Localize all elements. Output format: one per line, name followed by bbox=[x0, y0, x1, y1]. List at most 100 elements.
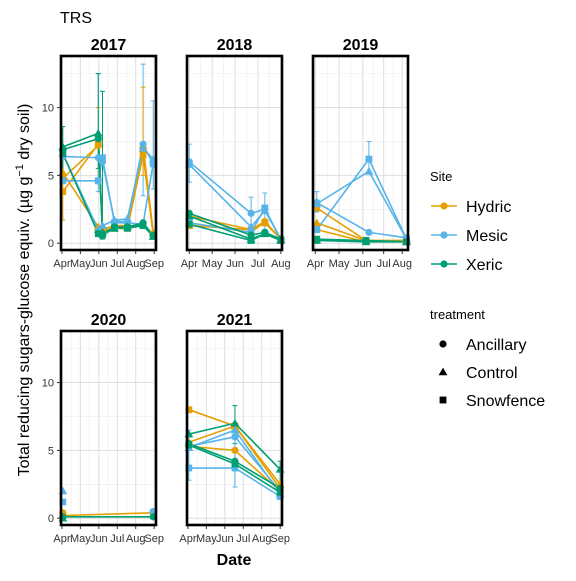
data-point-hydric-snowfence bbox=[94, 140, 102, 148]
data-point-hydric-snowfence bbox=[313, 204, 321, 212]
x-tick-label: May bbox=[70, 533, 91, 545]
x-tick-label: Aug bbox=[392, 258, 412, 270]
data-point-mesic-snowfence bbox=[231, 464, 239, 472]
y-tick-label: 0 bbox=[48, 238, 54, 250]
data-point-xeric-snowfence bbox=[313, 235, 321, 243]
series-line-xeric-ancillary bbox=[189, 212, 282, 240]
data-point-mesic-snowfence bbox=[261, 204, 269, 212]
x-tick-label: May bbox=[329, 258, 350, 270]
panel-title: 2017 bbox=[91, 37, 127, 54]
panel-title: 2019 bbox=[343, 37, 379, 54]
data-point-mesic-control bbox=[98, 221, 107, 229]
x-tick-label: Sep bbox=[270, 533, 290, 545]
panel-border bbox=[185, 54, 284, 252]
data-point-mesic-control bbox=[230, 425, 240, 434]
x-tick-label: Jul bbox=[251, 258, 265, 270]
x-tick-label: Apr bbox=[179, 533, 196, 545]
data-point-xeric-snowfence bbox=[124, 224, 131, 232]
y-axis-label-exponent: −1 bbox=[14, 164, 26, 177]
treatment-legend-key-snowfence bbox=[439, 396, 447, 404]
minor-grid bbox=[313, 56, 408, 250]
treatment-legend: treatment Ancillary Control Snowfence bbox=[430, 307, 545, 410]
data-point-mesic-control bbox=[246, 222, 256, 231]
data-point-mesic-control bbox=[138, 143, 148, 152]
y-axis-label-mu: µ bbox=[16, 199, 33, 208]
x-tick-label: Aug bbox=[271, 258, 291, 270]
x-tick-label: Jun bbox=[226, 258, 244, 270]
site-legend-title: Site bbox=[430, 169, 452, 184]
data-point-xeric-snowfence bbox=[247, 237, 255, 244]
panel-border bbox=[59, 54, 158, 252]
y-axis-label: Total reducing sugars-glucose equiv. (µg… bbox=[14, 104, 33, 477]
panel-title: 2020 bbox=[91, 312, 127, 329]
x-tick-label: Jul bbox=[377, 258, 391, 270]
x-tick-label: Aug bbox=[126, 533, 146, 545]
minor-grid bbox=[61, 331, 156, 525]
data-point-hydric-snowfence bbox=[261, 219, 269, 227]
y-tick-label: 0 bbox=[48, 513, 54, 525]
panel-2019: 2019 Apr May Jun Jul Aug bbox=[307, 37, 412, 270]
data-point-mesic-snowfence bbox=[149, 159, 157, 167]
data-point-hydric-ancillary bbox=[231, 446, 239, 454]
data-point-xeric-control bbox=[230, 418, 240, 427]
treatment-legend-label: Control bbox=[466, 365, 518, 382]
x-tick-label: Jul bbox=[110, 258, 124, 270]
y-tick-label: 5 bbox=[48, 445, 54, 457]
data-point-mesic-snowfence bbox=[59, 177, 67, 185]
series-line-hydric-snowfence bbox=[62, 511, 154, 517]
site-legend-key-xeric bbox=[431, 260, 457, 268]
x-tick-label: Apr bbox=[53, 258, 70, 270]
panel-title: 2018 bbox=[217, 37, 253, 54]
panel-2018: 2018 Apr May Jun Jul Aug bbox=[181, 37, 291, 270]
data-point-hydric-snowfence bbox=[139, 151, 147, 159]
x-tick-label: Jul bbox=[236, 533, 250, 545]
data-point-xeric-snowfence bbox=[185, 220, 193, 228]
data-point-mesic-snowfence bbox=[185, 464, 193, 472]
data-point-mesic-ancillary bbox=[365, 228, 373, 236]
data-point-mesic-control bbox=[312, 199, 322, 208]
data-point-xeric-snowfence bbox=[149, 233, 157, 240]
data-point-xeric-snowfence bbox=[403, 238, 410, 246]
x-tick-label: Apr bbox=[307, 258, 324, 270]
data-point-mesic-snowfence bbox=[313, 226, 321, 234]
data-point-mesic-snowfence bbox=[94, 177, 102, 185]
y-axis-label-part1: Total reducing sugars-glucose equiv. ( bbox=[16, 207, 33, 476]
y-axis-label-part2: g g bbox=[16, 177, 33, 199]
treatment-legend-title: treatment bbox=[430, 307, 485, 322]
data-point-mesic-ancillary bbox=[247, 209, 255, 217]
x-tick-label: Apr bbox=[53, 533, 70, 545]
x-tick-label: May bbox=[70, 258, 91, 270]
data-point-xeric-ancillary bbox=[94, 135, 102, 143]
data-point-xeric-snowfence bbox=[362, 237, 370, 244]
treatment-legend-label: Snowfence bbox=[466, 393, 545, 410]
treatment-legend-label: Ancillary bbox=[466, 337, 526, 354]
figure-title: TRS bbox=[60, 10, 92, 27]
data-point-xeric-snowfence bbox=[59, 150, 67, 158]
data-point-xeric-snowfence bbox=[231, 460, 239, 468]
x-tick-label: Aug bbox=[126, 258, 146, 270]
panel-border bbox=[185, 329, 284, 527]
data-point-hydric-snowfence bbox=[59, 188, 67, 196]
site-legend-key-mesic bbox=[431, 231, 457, 239]
data-point-xeric-snowfence bbox=[99, 231, 106, 239]
data-point-mesic-control bbox=[364, 166, 374, 175]
treatment-legend-key-ancillary bbox=[439, 340, 447, 348]
site-legend-label: Mesic bbox=[466, 228, 508, 245]
data-point-mesic-snowfence bbox=[99, 154, 106, 162]
data-point-mesic-snowfence bbox=[365, 155, 373, 163]
data-point-mesic-snowfence bbox=[276, 493, 284, 500]
data-point-xeric-snowfence bbox=[276, 489, 284, 496]
site-legend: Site Hydric Mesic Xeric bbox=[430, 169, 511, 274]
x-tick-label: Jun bbox=[90, 258, 108, 270]
x-tick-label: Apr bbox=[181, 258, 198, 270]
data-point-mesic-snowfence bbox=[111, 219, 118, 227]
data-point-xeric-snowfence bbox=[185, 441, 193, 449]
x-tick-label: Jun bbox=[354, 258, 372, 270]
panel-border bbox=[311, 54, 410, 252]
data-point-hydric-snowfence bbox=[185, 406, 193, 414]
